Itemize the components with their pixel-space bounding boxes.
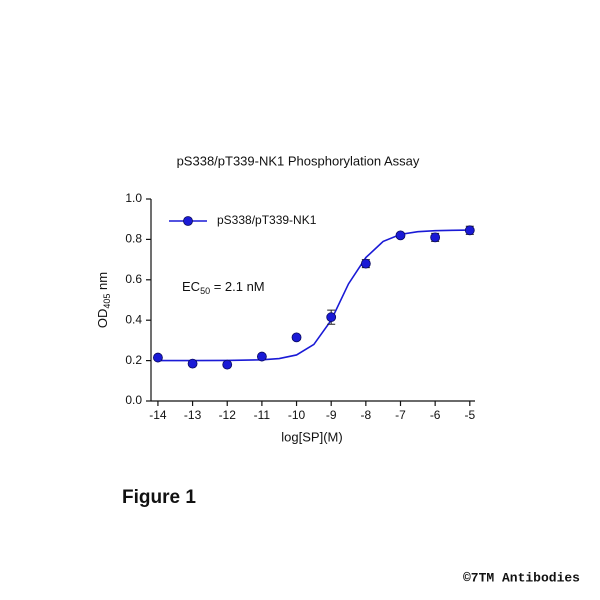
y-tick-label: 0.0 <box>125 393 142 407</box>
fit-curve <box>157 229 470 362</box>
x-tick-label: -10 <box>288 408 306 422</box>
data-point <box>395 230 406 241</box>
data-point <box>464 225 475 236</box>
y-axis-label: OD405 nm <box>95 272 112 328</box>
annotation-sub: 50 <box>200 286 210 296</box>
x-axis-label: log[SP](M) <box>281 429 342 444</box>
chart-title: pS338/pT339-NK1 Phosphorylation Assay <box>177 153 420 168</box>
x-tick-label: -14 <box>149 408 167 422</box>
y-tick-label: 1.0 <box>125 191 142 205</box>
data-point <box>326 312 337 323</box>
annotation-main: EC <box>182 279 200 294</box>
x-tick-label: -11 <box>254 408 271 422</box>
y-label-main: OD <box>95 309 110 329</box>
data-point <box>187 358 198 369</box>
x-tick-label: -7 <box>395 408 406 422</box>
x-tick-label: -8 <box>361 408 372 422</box>
data-point <box>256 351 267 362</box>
x-tick-label: -13 <box>184 408 202 422</box>
copyright: ©7TM Antibodies <box>463 570 580 585</box>
annotation-suffix: = 2.1 nM <box>210 279 265 294</box>
data-point <box>153 352 163 363</box>
y-label-sub: 405 <box>102 294 112 309</box>
x-tick-label: -5 <box>464 408 475 422</box>
y-label-suffix: nm <box>95 272 110 294</box>
x-tick-label: -9 <box>326 408 337 422</box>
y-tick-label: 0.6 <box>125 272 142 286</box>
legend-label: pS338/pT339-NK1 <box>217 213 317 227</box>
figure-label: Figure 1 <box>122 487 196 508</box>
data-point <box>360 258 371 269</box>
y-tick-label: 0.4 <box>125 312 142 326</box>
annotation: EC50 = 2.1 nM <box>182 279 265 296</box>
x-tick-label: -12 <box>219 408 237 422</box>
y-tick-label: 0.2 <box>125 353 142 367</box>
x-tick-label: -6 <box>430 408 441 422</box>
legend-marker <box>183 216 193 226</box>
y-tick-label: 0.8 <box>125 232 142 246</box>
data-point <box>430 232 441 243</box>
data-point <box>291 332 302 343</box>
data-point <box>222 359 233 370</box>
